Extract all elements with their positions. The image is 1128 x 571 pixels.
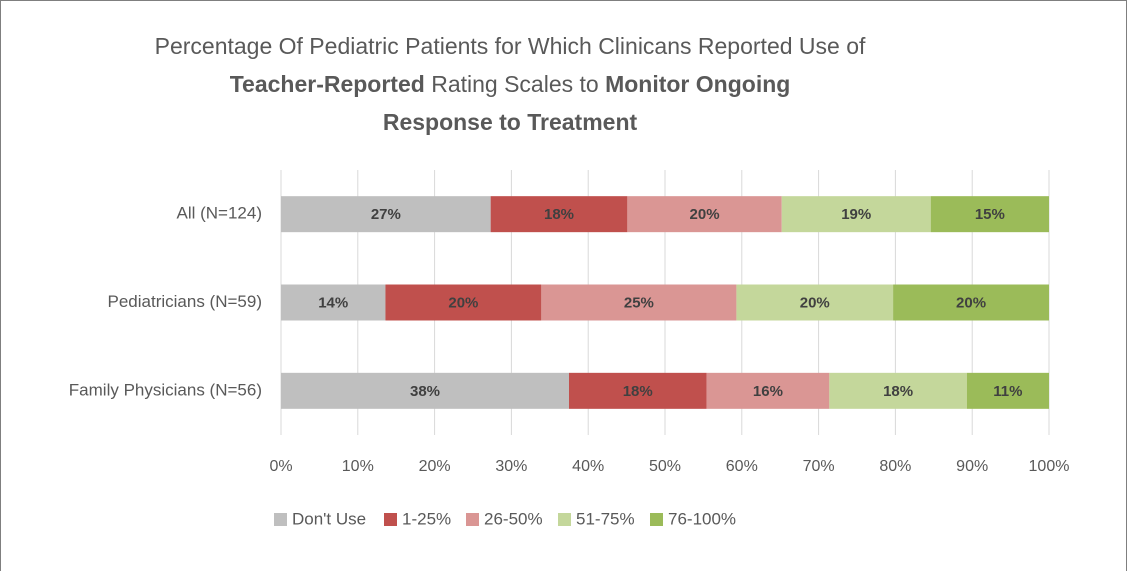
legend-swatch (384, 513, 397, 526)
x-tick-label: 60% (726, 458, 758, 475)
title-run: Monitor Ongoing (605, 71, 790, 97)
data-label: 27% (371, 206, 401, 223)
y-tick-label: All (N=124) (176, 204, 262, 223)
legend-label: 1-25% (402, 509, 451, 528)
data-label: 20% (448, 294, 478, 311)
title-run: Percentage Of Pediatric Patients for Whi… (155, 33, 866, 59)
x-tick-label: 100% (1029, 458, 1070, 475)
bar-segment (490, 196, 628, 233)
x-tick-label: 50% (649, 458, 681, 475)
data-label: 25% (624, 294, 654, 311)
bar-segment (385, 284, 542, 321)
data-label: 20% (690, 206, 720, 223)
legend-label: 51-75% (576, 509, 635, 528)
x-tick-label: 90% (956, 458, 988, 475)
data-label: 14% (318, 294, 348, 311)
title-run: Rating Scales to (425, 71, 605, 97)
data-label: 38% (410, 383, 440, 400)
legend-swatch (558, 513, 571, 526)
x-tick-label: 10% (342, 458, 374, 475)
data-label: 20% (956, 294, 986, 311)
data-label: 18% (883, 383, 913, 400)
legend-label: 26-50% (484, 509, 543, 528)
bar-segment (930, 196, 1049, 233)
data-label: 18% (544, 206, 574, 223)
legend-swatch (274, 513, 287, 526)
title-run: Response to Treatment (383, 109, 638, 135)
bar-segment (541, 284, 737, 321)
bar-segment (627, 196, 782, 233)
chart-title-line: Teacher-Reported Rating Scales to Monito… (230, 71, 791, 97)
chart-title-line: Percentage Of Pediatric Patients for Whi… (155, 33, 866, 59)
bar-segment (706, 372, 830, 409)
y-tick-label: Family Physicians (N=56) (69, 380, 262, 399)
legend-swatch (466, 513, 479, 526)
legend-label: Don't Use (292, 509, 366, 528)
bar-segment (281, 372, 569, 409)
bar-segment (829, 372, 967, 409)
data-label: 18% (623, 383, 653, 400)
x-tick-label: 30% (495, 458, 527, 475)
data-label: 19% (841, 206, 871, 223)
bar-segment (966, 372, 1049, 409)
legend-swatch (650, 513, 663, 526)
bar-segment (736, 284, 894, 321)
data-label: 11% (993, 383, 1022, 400)
chart-title-line: Response to Treatment (383, 109, 638, 135)
bar-segment (281, 196, 491, 233)
x-tick-label: 80% (879, 458, 911, 475)
x-tick-label: 20% (419, 458, 451, 475)
data-label: 16% (753, 383, 783, 400)
x-tick-label: 0% (269, 458, 292, 475)
x-tick-label: 40% (572, 458, 604, 475)
bar-segment (893, 284, 1049, 321)
data-label: 20% (800, 294, 830, 311)
bar-segment (781, 196, 931, 233)
bar-segment (569, 372, 707, 409)
y-tick-label: Pediatricians (N=59) (108, 292, 263, 311)
title-run: Teacher-Reported (230, 71, 425, 97)
x-tick-label: 70% (803, 458, 835, 475)
data-label: 15% (975, 206, 1005, 223)
bar-segment (281, 284, 386, 321)
legend-label: 76-100% (668, 509, 736, 528)
